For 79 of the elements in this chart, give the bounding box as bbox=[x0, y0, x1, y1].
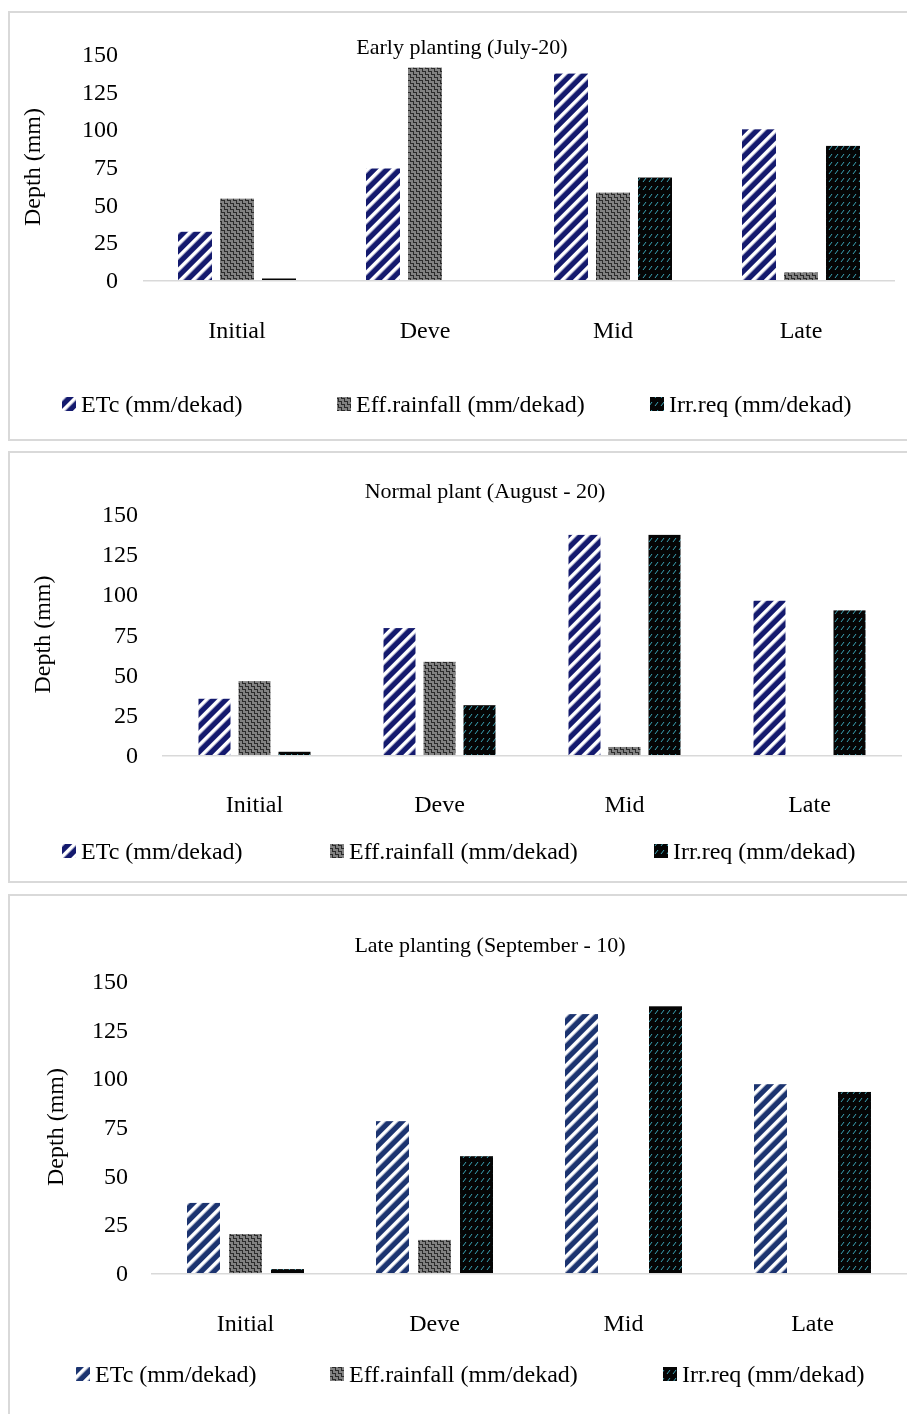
bar bbox=[826, 145, 860, 280]
legend-label: ETc (mm/dekad) bbox=[81, 838, 243, 864]
bar bbox=[608, 746, 641, 755]
bar bbox=[638, 177, 672, 280]
bar bbox=[596, 192, 630, 280]
bar bbox=[220, 198, 254, 280]
y-axis-title: Depth (mm) bbox=[29, 575, 55, 694]
legend-label: Irr.req (mm/dekad) bbox=[673, 838, 856, 864]
y-tick-label: 50 bbox=[104, 1162, 128, 1189]
x-tick-label: Deve bbox=[399, 317, 451, 343]
legend-label: ETc (mm/dekad) bbox=[81, 391, 243, 417]
y-tick-label: 100 bbox=[102, 581, 138, 608]
bar bbox=[649, 1006, 682, 1273]
x-tick-label: Deve bbox=[409, 1310, 460, 1336]
bar bbox=[554, 73, 588, 280]
bar bbox=[753, 600, 786, 755]
chart-title: Early planting (July-20) bbox=[356, 34, 568, 59]
bar bbox=[238, 681, 271, 755]
y-tick-label: 150 bbox=[92, 968, 128, 994]
bar bbox=[833, 610, 866, 755]
y-tick-label: 50 bbox=[94, 191, 118, 218]
y-axis-title: Depth (mm) bbox=[42, 1068, 68, 1186]
legend-label: Eff.rainfall (mm/dekad) bbox=[349, 1361, 578, 1387]
y-tick-label: 0 bbox=[106, 267, 118, 293]
bar bbox=[229, 1234, 262, 1273]
bar bbox=[460, 1156, 493, 1273]
y-axis-title: Depth (mm) bbox=[19, 108, 45, 226]
legend-label: Irr.req (mm/dekad) bbox=[682, 1361, 865, 1387]
chart-title: Normal plant (August - 20) bbox=[364, 478, 606, 503]
legend-label: ETc (mm/dekad) bbox=[95, 1361, 257, 1387]
y-tick-label: 125 bbox=[82, 78, 118, 105]
y-tick-label: 150 bbox=[82, 41, 118, 67]
bar bbox=[418, 1239, 451, 1273]
y-tick-label: 75 bbox=[94, 154, 118, 180]
bar bbox=[754, 1084, 787, 1273]
y-tick-label: 50 bbox=[114, 661, 138, 688]
y-tick-label: 0 bbox=[126, 742, 138, 768]
x-tick-label: Initial bbox=[225, 791, 284, 817]
bar bbox=[784, 272, 818, 280]
bar bbox=[376, 1121, 409, 1273]
y-tick-label: 100 bbox=[82, 116, 118, 143]
x-tick-label: Initial bbox=[216, 1310, 275, 1336]
bar bbox=[742, 129, 776, 280]
legend-label: Irr.req (mm/dekad) bbox=[669, 391, 852, 417]
y-tick-label: 75 bbox=[104, 1114, 128, 1140]
y-tick-label: 25 bbox=[104, 1211, 128, 1238]
y-tick-label: 75 bbox=[114, 621, 138, 648]
bar bbox=[178, 231, 212, 280]
bar bbox=[568, 534, 601, 755]
legend-label: Eff.rainfall (mm/dekad) bbox=[349, 838, 578, 864]
y-tick-label: 125 bbox=[92, 1016, 128, 1043]
chart-title: Late planting (September - 10) bbox=[354, 932, 626, 957]
x-tick-label: Initial bbox=[208, 317, 266, 343]
bar bbox=[383, 628, 416, 755]
x-tick-label: Mid bbox=[603, 1310, 644, 1336]
bar bbox=[278, 751, 311, 755]
bar bbox=[366, 168, 400, 280]
x-tick-label: Late bbox=[788, 791, 831, 817]
bar bbox=[565, 1014, 598, 1273]
x-tick-label: Late bbox=[779, 317, 823, 343]
x-tick-label: Late bbox=[791, 1310, 834, 1336]
x-tick-label: Mid bbox=[592, 317, 634, 343]
y-tick-label: 0 bbox=[116, 1260, 128, 1286]
bar bbox=[838, 1091, 871, 1273]
y-tick-label: 100 bbox=[92, 1065, 128, 1092]
y-tick-label: 125 bbox=[102, 541, 138, 568]
x-tick-label: Mid bbox=[604, 791, 645, 817]
bar bbox=[463, 705, 496, 755]
y-tick-label: 25 bbox=[114, 701, 138, 728]
bar bbox=[271, 1269, 304, 1273]
bar bbox=[187, 1202, 220, 1273]
x-tick-label: Deve bbox=[414, 791, 465, 817]
bar bbox=[648, 534, 681, 755]
y-tick-label: 150 bbox=[102, 501, 138, 527]
bar bbox=[423, 661, 456, 755]
legend-label: Eff.rainfall (mm/dekad) bbox=[356, 391, 585, 417]
bar bbox=[198, 698, 231, 755]
y-tick-label: 25 bbox=[94, 229, 118, 256]
bar bbox=[408, 67, 442, 280]
